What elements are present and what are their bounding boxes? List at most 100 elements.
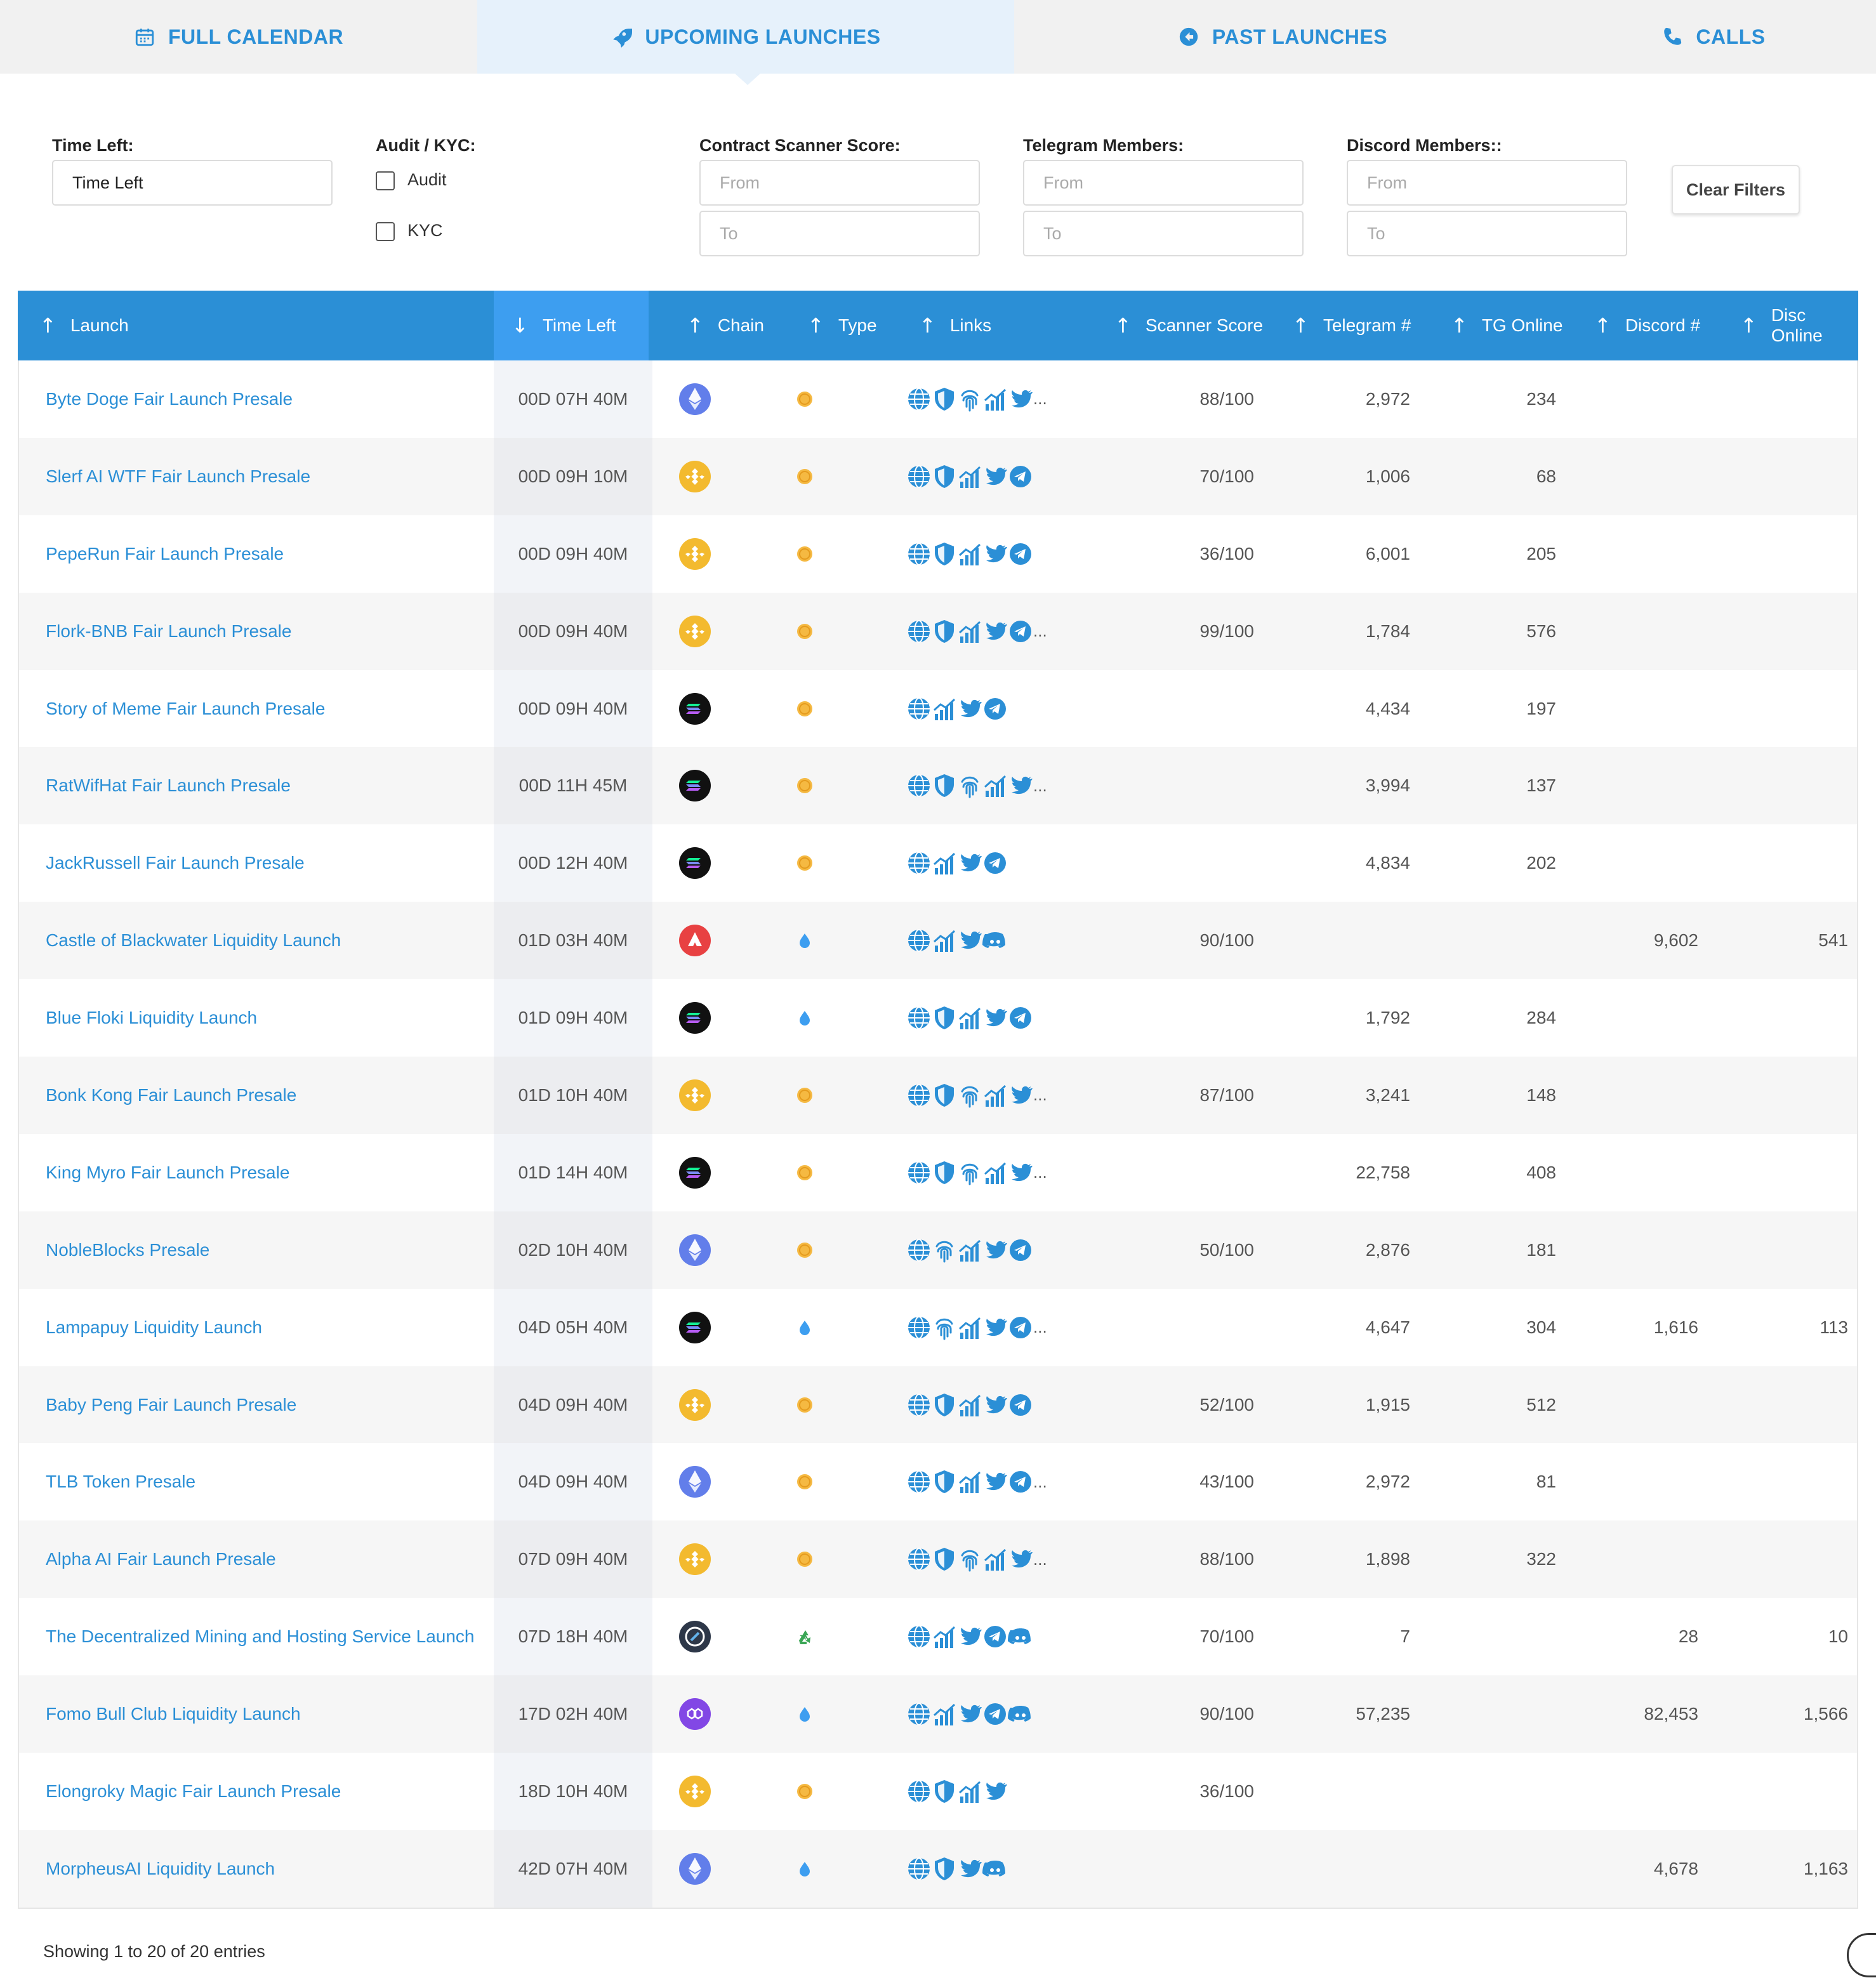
telegram-link-icon[interactable]	[1008, 463, 1033, 491]
shield-link-icon[interactable]	[932, 1468, 957, 1496]
scanner-from-input[interactable]: From	[699, 160, 980, 206]
column-header-discord[interactable]: ↑ Discord #	[1594, 313, 1701, 338]
telegram-link-icon[interactable]	[982, 1700, 1008, 1728]
clear-filters-button[interactable]: Clear Filters	[1672, 165, 1800, 214]
telegram-link-icon[interactable]	[1008, 1468, 1033, 1496]
discord-link-icon[interactable]	[982, 927, 1008, 954]
chart-link-icon[interactable]	[957, 1391, 982, 1419]
chart-link-icon[interactable]	[982, 385, 1008, 413]
launch-name-link[interactable]: Baby Peng Fair Launch Presale	[46, 1394, 297, 1415]
column-header-time-left[interactable]: ↓ Time Left	[494, 291, 649, 360]
twitter-link-icon[interactable]	[1008, 1159, 1033, 1187]
discord-link-icon[interactable]	[982, 1855, 1008, 1883]
shield-link-icon[interactable]	[932, 385, 957, 413]
launch-name-link[interactable]: RatWifHat Fair Launch Presale	[46, 775, 291, 796]
launch-name-link[interactable]: Byte Doge Fair Launch Presale	[46, 388, 293, 409]
chart-link-icon[interactable]	[957, 540, 982, 568]
launch-name-link[interactable]: King Myro Fair Launch Presale	[46, 1162, 290, 1182]
discord-to-input[interactable]: To	[1347, 211, 1627, 256]
twitter-link-icon[interactable]	[982, 1236, 1008, 1264]
launch-name-link[interactable]: Story of Meme Fair Launch Presale	[46, 698, 326, 718]
launch-name-link[interactable]: MorpheusAI Liquidity Launch	[46, 1858, 275, 1878]
fingerprint-link-icon[interactable]	[932, 1236, 957, 1264]
fingerprint-link-icon[interactable]	[957, 385, 982, 413]
column-header-scanner-score[interactable]: ↑ Scanner Score	[1114, 313, 1264, 338]
launch-name-link[interactable]: Castle of Blackwater Liquidity Launch	[46, 930, 341, 951]
telegram-link-icon[interactable]	[1008, 1314, 1033, 1342]
launch-name-link[interactable]: Slerf AI WTF Fair Launch Presale	[46, 466, 311, 486]
globe-link-icon[interactable]	[906, 1004, 932, 1032]
telegram-link-icon[interactable]	[1008, 1391, 1033, 1419]
launch-name-link[interactable]: PepeRun Fair Launch Presale	[46, 543, 284, 564]
twitter-link-icon[interactable]	[957, 1623, 982, 1651]
globe-link-icon[interactable]	[906, 849, 932, 877]
chart-link-icon[interactable]	[957, 463, 982, 491]
column-header-type[interactable]: ↑ Type	[807, 313, 877, 338]
tab-calls[interactable]: CALLS	[1551, 0, 1876, 74]
telegram-link-icon[interactable]	[982, 849, 1008, 877]
telegram-link-icon[interactable]	[1008, 617, 1033, 645]
twitter-link-icon[interactable]	[1008, 1545, 1033, 1573]
column-header-disc-online[interactable]: ↑ Disc Online	[1740, 305, 1823, 345]
chart-link-icon[interactable]	[957, 1777, 982, 1805]
tab-past-launches[interactable]: PAST LAUNCHES	[1014, 0, 1551, 74]
chart-link-icon[interactable]	[932, 849, 957, 877]
fingerprint-link-icon[interactable]	[957, 1081, 982, 1109]
twitter-link-icon[interactable]	[982, 1004, 1008, 1032]
twitter-link-icon[interactable]	[982, 1314, 1008, 1342]
globe-link-icon[interactable]	[906, 385, 932, 413]
twitter-link-icon[interactable]	[982, 1391, 1008, 1419]
chart-link-icon[interactable]	[982, 1081, 1008, 1109]
telegram-link-icon[interactable]	[1008, 540, 1033, 568]
chart-link-icon[interactable]	[982, 772, 1008, 800]
column-header-tg-online[interactable]: ↑ TG Online	[1451, 313, 1563, 338]
globe-link-icon[interactable]	[906, 1468, 932, 1496]
column-header-links[interactable]: ↑ Links	[919, 313, 992, 338]
chart-link-icon[interactable]	[957, 1468, 982, 1496]
shield-link-icon[interactable]	[932, 617, 957, 645]
twitter-link-icon[interactable]	[957, 1855, 982, 1883]
scroll-top-button[interactable]	[1847, 1933, 1876, 1977]
launch-name-link[interactable]: Elongroky Magic Fair Launch Presale	[46, 1781, 341, 1801]
launch-name-link[interactable]: JackRussell Fair Launch Presale	[46, 853, 305, 873]
tab-upcoming-launches[interactable]: UPCOMING LAUNCHES	[477, 0, 1014, 74]
twitter-link-icon[interactable]	[1008, 385, 1033, 413]
chart-link-icon[interactable]	[932, 1700, 957, 1728]
twitter-link-icon[interactable]	[957, 1700, 982, 1728]
globe-link-icon[interactable]	[906, 695, 932, 723]
launch-name-link[interactable]: Alpha AI Fair Launch Presale	[46, 1549, 276, 1569]
globe-link-icon[interactable]	[906, 1623, 932, 1651]
shield-link-icon[interactable]	[932, 1391, 957, 1419]
shield-link-icon[interactable]	[932, 1777, 957, 1805]
twitter-link-icon[interactable]	[982, 1468, 1008, 1496]
chart-link-icon[interactable]	[957, 1314, 982, 1342]
shield-link-icon[interactable]	[932, 1545, 957, 1573]
fingerprint-link-icon[interactable]	[957, 772, 982, 800]
chart-link-icon[interactable]	[932, 1623, 957, 1651]
telegram-link-icon[interactable]	[982, 695, 1008, 723]
globe-link-icon[interactable]	[906, 1314, 932, 1342]
kyc-checkbox[interactable]	[376, 222, 395, 241]
chart-link-icon[interactable]	[957, 1236, 982, 1264]
launch-name-link[interactable]: Bonk Kong Fair Launch Presale	[46, 1085, 297, 1105]
globe-link-icon[interactable]	[906, 1855, 932, 1883]
globe-link-icon[interactable]	[906, 1236, 932, 1264]
telegram-link-icon[interactable]	[1008, 1236, 1033, 1264]
globe-link-icon[interactable]	[906, 927, 932, 954]
audit-checkbox[interactable]	[376, 171, 395, 190]
shield-link-icon[interactable]	[932, 1159, 957, 1187]
shield-link-icon[interactable]	[932, 1081, 957, 1109]
twitter-link-icon[interactable]	[957, 927, 982, 954]
tab-full-calendar[interactable]: FULL CALENDAR	[0, 0, 477, 74]
launch-name-link[interactable]: The Decentralized Mining and Hosting Ser…	[46, 1626, 475, 1647]
globe-link-icon[interactable]	[906, 1777, 932, 1805]
column-header-telegram[interactable]: ↑ Telegram #	[1292, 313, 1411, 338]
twitter-link-icon[interactable]	[1008, 772, 1033, 800]
chart-link-icon[interactable]	[982, 1159, 1008, 1187]
time-left-select[interactable]: Time Left	[52, 160, 333, 206]
globe-link-icon[interactable]	[906, 1159, 932, 1187]
shield-link-icon[interactable]	[932, 1004, 957, 1032]
telegram-to-input[interactable]: To	[1023, 211, 1304, 256]
twitter-link-icon[interactable]	[982, 540, 1008, 568]
chart-link-icon[interactable]	[957, 617, 982, 645]
